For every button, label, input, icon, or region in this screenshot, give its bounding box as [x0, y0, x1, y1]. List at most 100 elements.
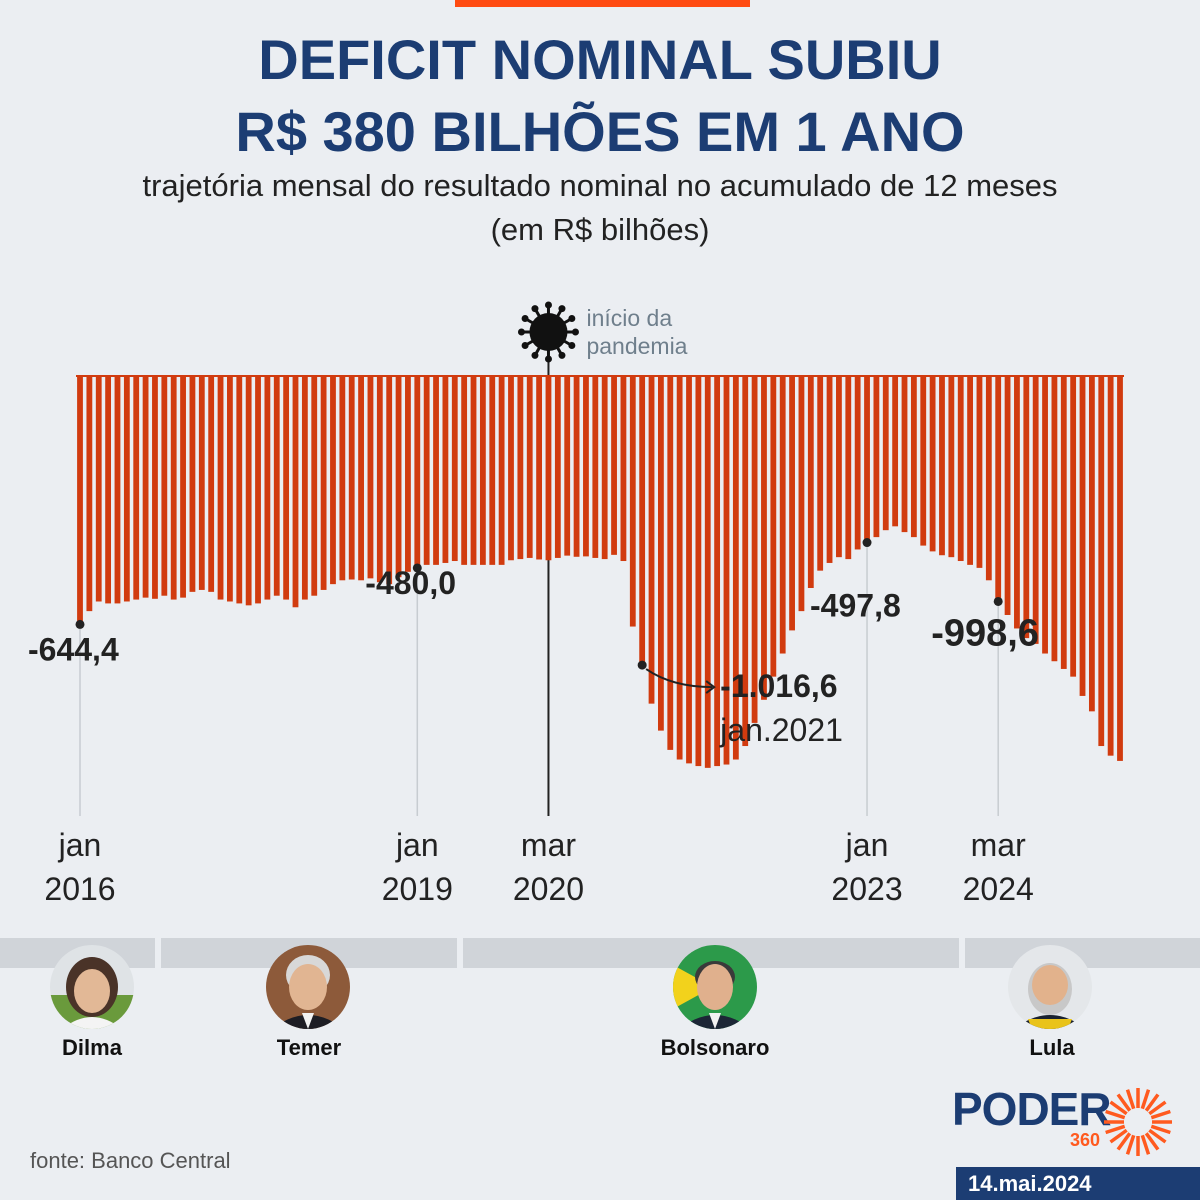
bar-11: [180, 376, 186, 598]
virus-icon: [517, 301, 579, 363]
bar-31: [367, 376, 374, 579]
bar-79: [817, 376, 824, 571]
bar-15: [217, 376, 224, 600]
bar-66: [695, 376, 702, 767]
bar-23: [292, 376, 299, 608]
bar-48: [526, 376, 533, 558]
bar-69: [723, 376, 730, 765]
annotation-sublabel-2: jan.2021: [719, 712, 843, 748]
bar-57: [611, 376, 617, 555]
annotation-arrowhead: [705, 680, 716, 694]
x-tick-year-0: 2016: [44, 871, 115, 907]
sun-ray: [1125, 1089, 1136, 1110]
bar-86: [882, 376, 889, 531]
lula-avatar: [1008, 945, 1092, 1029]
bar-62: [657, 376, 664, 731]
x-tick-month-2: mar: [521, 827, 576, 863]
bar-7: [142, 376, 149, 598]
bar-6: [133, 376, 140, 600]
sun-rays-icon: [1104, 1088, 1172, 1156]
bar-19: [255, 376, 261, 604]
x-tick-year-4: 2024: [963, 871, 1034, 907]
bar-81: [836, 376, 842, 558]
x-tick-month-3: jan: [845, 827, 889, 863]
pandemic-label-line1: início da: [586, 305, 672, 331]
bar-94: [957, 376, 964, 562]
sun-ray: [1150, 1124, 1171, 1135]
annotation-dot-4: [993, 596, 1003, 606]
sun-ray: [1109, 1128, 1128, 1144]
bar-103: [1042, 376, 1048, 654]
bar-39: [442, 376, 449, 563]
bar-28: [339, 376, 346, 581]
bar-67: [704, 376, 711, 768]
bar-90: [920, 376, 927, 546]
bar-53: [573, 376, 580, 557]
bar-36: [414, 376, 421, 568]
bar-59: [629, 376, 636, 627]
bar-87: [892, 376, 899, 527]
bar-24: [301, 376, 308, 600]
bar-25: [311, 376, 318, 596]
bar-99: [1004, 376, 1011, 615]
annotation-dot-1: [412, 563, 422, 573]
x-tick-month-0: jan: [58, 827, 102, 863]
bar-73: [761, 376, 767, 700]
sun-ray: [1105, 1124, 1126, 1135]
bar-18: [245, 376, 252, 606]
bolsonaro-avatar: [673, 945, 757, 1029]
bar-20: [264, 376, 271, 600]
bar-77: [798, 376, 805, 612]
bar-107: [1079, 376, 1086, 696]
bar-55: [592, 376, 599, 558]
bar-102: [1032, 376, 1039, 644]
bar-92: [939, 376, 945, 556]
bar-40: [451, 376, 458, 562]
bar-14: [208, 376, 215, 592]
annotation-dot-0: [75, 619, 85, 629]
annotation-label-1: -480,0: [365, 565, 456, 601]
bar-61: [648, 376, 655, 704]
bar-65: [686, 376, 692, 764]
sun-ray: [1144, 1093, 1160, 1112]
x-tick-year-2: 2020: [513, 871, 584, 907]
annotation-label-3: -497,8: [810, 588, 901, 624]
temer-avatar: [266, 945, 350, 1029]
sun-ray: [1150, 1109, 1171, 1120]
bar-33: [386, 376, 393, 585]
bar-2: [95, 376, 102, 602]
sun-ray: [1148, 1128, 1167, 1144]
dilma-avatar: [50, 945, 134, 1029]
bar-106: [1070, 376, 1077, 677]
bar-76: [789, 376, 795, 631]
bar-1: [86, 376, 93, 612]
bar-42: [470, 376, 477, 565]
bar-64: [676, 376, 683, 760]
president-name-bolsonaro: Bolsonaro: [660, 1035, 770, 1060]
bar-12: [189, 376, 196, 592]
sun-ray: [1144, 1132, 1160, 1151]
bar-54: [583, 376, 589, 557]
bar-97: [985, 376, 992, 581]
publication-date: 14.mai.2024: [956, 1167, 1200, 1200]
bar-104: [1051, 376, 1058, 662]
chart-title-line1: DEFICIT NOMINAL SUBIU: [258, 28, 942, 91]
sun-ray: [1105, 1109, 1126, 1120]
annotation-label-4: -998,6: [931, 612, 1039, 654]
bar-84: [864, 376, 870, 543]
bar-85: [873, 376, 880, 538]
bar-91: [929, 376, 936, 552]
sun-ray: [1116, 1093, 1132, 1112]
pandemic-label-line2: pandemia: [586, 333, 687, 359]
bar-45: [498, 376, 505, 565]
bar-105: [1060, 376, 1067, 669]
bar-29: [348, 376, 355, 580]
bar-34: [395, 376, 402, 578]
bar-16: [227, 376, 233, 602]
bar-47: [517, 376, 524, 560]
bar-74: [770, 376, 777, 677]
president-name-lula: Lula: [1029, 1035, 1075, 1060]
bar-9: [161, 376, 168, 596]
bar-78: [807, 376, 814, 588]
bar-89: [910, 376, 917, 538]
